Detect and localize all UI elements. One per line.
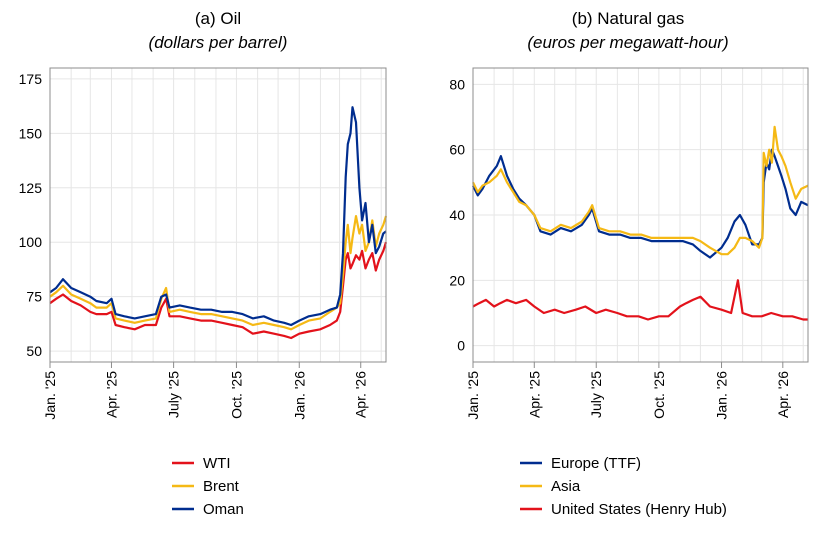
x-tick-label: July '25 xyxy=(588,371,604,418)
gas-y-axis: 0 20 40 60 80 xyxy=(449,76,465,353)
gas-chart-subtitle: (euros per megawatt-hour) xyxy=(527,33,728,52)
oil-series-line-oman xyxy=(49,106,387,327)
gas-legend-label-asia: Asia xyxy=(551,478,581,495)
oil-x-axis: Jan. '25 Apr. '25 July '25 Oct. '25 Jan. '26… xyxy=(42,362,369,420)
gas-chart-title: (b) Natural gas xyxy=(572,9,684,28)
gas-series-line-europe-ttf xyxy=(472,148,809,259)
y-tick-label: 50 xyxy=(26,343,42,359)
gas-plot-frame xyxy=(472,67,809,363)
oil-legend-label-wti: WTI xyxy=(203,455,231,472)
x-tick-label: Apr. '26 xyxy=(775,371,791,418)
oil-legend: WTI Brent Oman xyxy=(172,455,244,518)
y-tick-label: 100 xyxy=(19,234,43,250)
x-tick-label: Apr. '25 xyxy=(526,371,542,418)
y-tick-label: 20 xyxy=(449,272,465,288)
x-tick-label: Oct. '25 xyxy=(651,371,667,419)
oil-legend-label-oman: Oman xyxy=(203,501,244,518)
x-tick-label: Apr. '25 xyxy=(103,371,119,418)
gas-series-lines xyxy=(472,125,809,321)
oil-series-line-wti xyxy=(49,241,388,340)
gas-legend-label-europe-ttf: Europe (TTF) xyxy=(551,455,641,472)
x-tick-label: Jan. '25 xyxy=(42,371,58,420)
gas-series-line-united-states-henry-hub xyxy=(472,279,808,321)
oil-chart-title: (a) Oil xyxy=(195,9,241,28)
gas-series-line-asia xyxy=(472,125,809,256)
oil-y-axis: 50 75 100 125 150 175 xyxy=(19,71,43,359)
oil-grid xyxy=(49,68,386,362)
oil-panel: (a) Oil (dollars per barrel) 50 75 100 125 1… xyxy=(19,9,388,518)
gas-x-axis: Jan. '25 Apr. '25 July '25 Oct. '25 Jan. '26… xyxy=(465,362,791,420)
y-tick-label: 0 xyxy=(457,338,465,354)
oil-series-lines xyxy=(49,106,388,340)
y-tick-label: 80 xyxy=(449,76,465,92)
y-tick-label: 175 xyxy=(19,71,43,87)
oil-chart-subtitle: (dollars per barrel) xyxy=(149,33,288,52)
x-tick-label: Jan. '26 xyxy=(291,371,307,420)
oil-series-line-brent xyxy=(49,215,388,331)
x-tick-label: Oct. '25 xyxy=(228,371,244,419)
y-tick-label: 40 xyxy=(449,207,465,223)
x-tick-label: July '25 xyxy=(166,371,182,418)
y-tick-label: 75 xyxy=(26,289,42,305)
x-tick-label: Jan. '25 xyxy=(465,371,481,420)
gas-legend: Europe (TTF) Asia United States (Henry Hub… xyxy=(520,455,727,518)
y-tick-label: 150 xyxy=(19,125,43,141)
x-tick-label: Apr. '26 xyxy=(353,371,369,418)
y-tick-label: 60 xyxy=(449,142,465,158)
y-tick-label: 125 xyxy=(19,180,43,196)
oil-legend-label-brent: Brent xyxy=(203,478,240,495)
oil-plot-frame xyxy=(49,67,387,363)
gas-panel: (b) Natural gas (euros per megawatt-hour… xyxy=(449,9,809,518)
x-tick-label: Jan. '26 xyxy=(714,371,730,420)
gas-legend-label-united-states-henry-hub: United States (Henry Hub) xyxy=(551,501,727,518)
